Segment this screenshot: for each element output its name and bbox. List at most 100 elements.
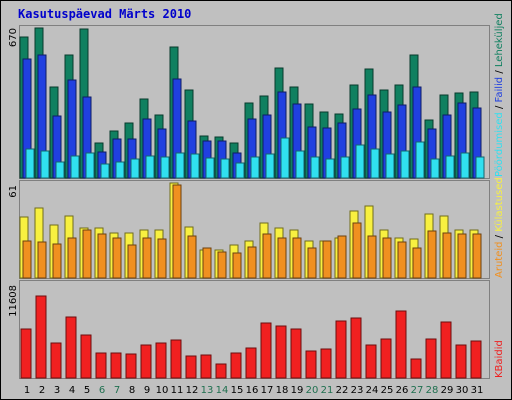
bar-kbytes-day-11: [170, 339, 182, 379]
bar-kbytes-day-9: [140, 344, 152, 379]
bar-visits-day-9: [145, 155, 155, 179]
panel-pages-files-visits: 670: [8, 25, 490, 179]
x-tick-label-27: 27: [411, 385, 424, 396]
bar-kbytes-day-15: [230, 352, 242, 379]
bar-visits-day-14: [220, 158, 230, 179]
bar-visits-day-2: [40, 150, 50, 179]
bar-unique-day-9: [142, 237, 152, 279]
bar-unique-day-7: [112, 237, 122, 279]
panel-hosts-unique: 61: [8, 180, 490, 279]
bar-kbytes-day-12: [185, 355, 197, 379]
x-tick-label-30: 30: [456, 385, 469, 396]
x-tick-label-25: 25: [381, 385, 394, 396]
bar-kbytes-day-2: [35, 295, 47, 379]
bar-visits-day-26: [400, 150, 410, 179]
x-tick-label-19: 19: [291, 385, 304, 396]
bar-visits-day-7: [115, 161, 125, 179]
bar-unique-day-4: [67, 237, 77, 279]
bar-unique-day-23: [352, 222, 362, 279]
bar-kbytes-day-18: [275, 325, 287, 379]
x-tick-label-22: 22: [336, 385, 349, 396]
bar-visits-day-12: [190, 153, 200, 179]
bar-kbytes-day-20: [305, 350, 317, 379]
x-tick-label-4: 4: [69, 385, 75, 396]
bar-visits-day-5: [85, 152, 95, 179]
bar-kbytes-day-19: [290, 328, 302, 379]
legend-files: Failid: [494, 77, 505, 103]
bar-unique-day-26: [397, 241, 407, 279]
bar-kbytes-day-6: [95, 352, 107, 379]
bar-kbytes-day-29: [440, 321, 452, 379]
bar-unique-day-17: [262, 233, 272, 279]
bar-unique-day-16: [247, 246, 257, 279]
x-tick-label-7: 7: [114, 385, 120, 396]
bar-unique-day-30: [457, 233, 467, 279]
bar-unique-day-20: [307, 247, 317, 279]
bar-unique-day-3: [52, 243, 62, 279]
bar-visits-day-30: [460, 152, 470, 179]
bar-kbytes-day-31: [470, 340, 482, 379]
legend-hosts: Külastused: [494, 177, 505, 231]
bar-visits-day-20: [310, 156, 320, 179]
x-tick-label-12: 12: [186, 385, 199, 396]
bar-visits-day-16: [250, 156, 260, 179]
bar-kbytes-day-10: [155, 342, 167, 379]
x-tick-label-24: 24: [366, 385, 379, 396]
bar-kbytes-day-7: [110, 352, 122, 379]
y-max-label-middle: 61: [8, 185, 19, 198]
bar-kbytes-day-24: [365, 344, 377, 379]
x-tick-label-21: 21: [321, 385, 334, 396]
x-tick-label-11: 11: [171, 385, 184, 396]
bar-unique-day-8: [127, 244, 137, 279]
bar-kbytes-day-23: [350, 317, 362, 379]
bar-kbytes-day-1: [20, 328, 32, 379]
bar-unique-day-31: [472, 233, 482, 279]
bar-kbytes-day-16: [245, 347, 257, 379]
x-tick-label-1: 1: [24, 385, 30, 396]
bar-visits-day-15: [235, 162, 245, 179]
bar-unique-day-6: [97, 233, 107, 279]
bar-unique-day-27: [412, 247, 422, 279]
x-tick-label-6: 6: [99, 385, 105, 396]
bar-unique-day-14: [217, 251, 227, 279]
x-tick-label-14: 14: [216, 385, 229, 396]
bar-unique-day-15: [232, 252, 242, 279]
legend-sep-2: /: [494, 67, 505, 77]
bar-kbytes-day-17: [260, 322, 272, 379]
legend-kbytes: KBaidid: [494, 340, 505, 378]
bar-unique-day-1: [22, 240, 32, 279]
bar-kbytes-day-30: [455, 344, 467, 379]
bar-kbytes-day-28: [425, 338, 437, 379]
legend-bottom: KBaidid: [494, 340, 505, 378]
bar-unique-day-18: [277, 237, 287, 279]
legend-top: Pöördumised / Failid / Leheküljed: [494, 13, 505, 177]
bar-kbytes-day-22: [335, 320, 347, 379]
x-tick-label-18: 18: [276, 385, 289, 396]
bar-unique-day-24: [367, 235, 377, 279]
x-tick-label-28: 28: [426, 385, 439, 396]
legend-middle: Aruteid / Külastused: [494, 177, 505, 278]
bar-kbytes-day-8: [125, 353, 137, 379]
bar-kbytes-day-21: [320, 348, 332, 379]
legend-pages: Leheküljed: [494, 13, 505, 67]
y-max-label-bottom: 11608: [8, 285, 19, 317]
x-axis-days: 1 2 3 4 5 6 7 8 9 10 11 12 13 14 15 16 17 18 19 20 21 22 23 24 2…: [24, 385, 484, 396]
bar-visits-day-27: [415, 141, 425, 179]
bar-visits-day-10: [160, 156, 170, 179]
bar-unique-day-10: [157, 238, 167, 279]
bar-visits-day-11: [175, 152, 185, 179]
bar-visits-day-3: [55, 161, 65, 179]
x-tick-label-3: 3: [54, 385, 60, 396]
bar-visits-day-24: [370, 148, 380, 179]
x-tick-label-26: 26: [396, 385, 409, 396]
x-tick-label-23: 23: [351, 385, 364, 396]
bar-kbytes-day-25: [380, 338, 392, 379]
bar-unique-day-21: [322, 240, 332, 279]
bar-kbytes-day-4: [65, 316, 77, 379]
bar-unique-day-11: [172, 184, 182, 279]
bar-kbytes-day-5: [80, 334, 92, 379]
bar-visits-day-6: [100, 163, 110, 179]
bar-visits-day-21: [325, 158, 335, 179]
x-tick-label-15: 15: [231, 385, 244, 396]
